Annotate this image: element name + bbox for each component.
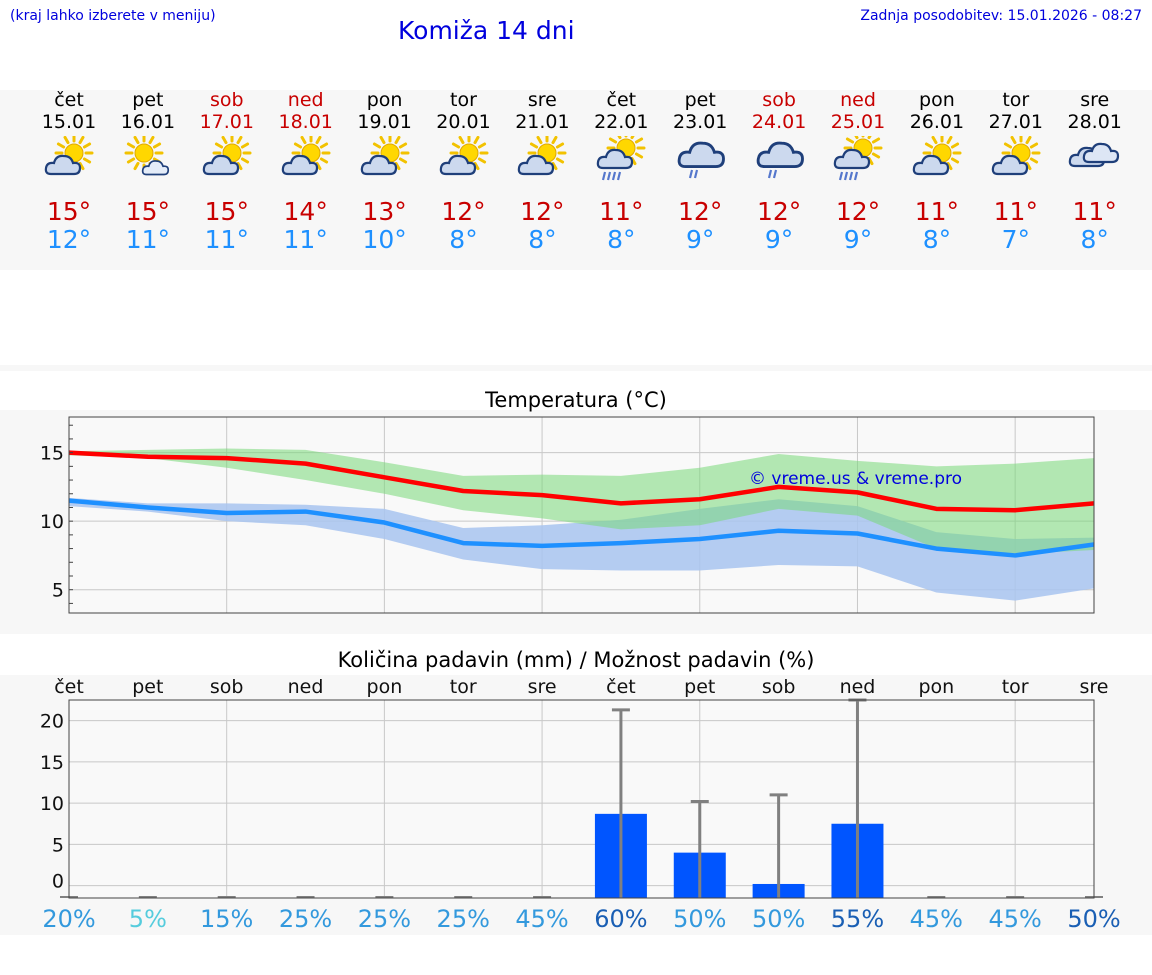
last-update: Zadnja posodobitev: 15.01.2026 - 08:27 — [860, 8, 1142, 24]
day-date: 20.01 — [436, 111, 491, 133]
day-column: ned 18.01 — [266, 89, 346, 133]
temp-max: 15° — [204, 197, 249, 226]
temp-min: 11° — [125, 225, 171, 254]
day-name: sob — [210, 89, 244, 111]
day-column: čet 15.01 — [29, 89, 109, 133]
day-date: 24.01 — [751, 111, 807, 133]
divider — [0, 365, 1152, 371]
partly-cloudy-icon — [514, 133, 570, 190]
day-column: sre 21.01 — [502, 89, 582, 133]
day-date: 18.01 — [278, 111, 333, 133]
day-name: sob — [762, 89, 796, 111]
day-date: 22.01 — [594, 111, 649, 133]
day-date: 27.01 — [988, 111, 1043, 133]
location-hint: (kraj lahko izberete v meniju) — [10, 8, 216, 24]
day-column: sre 28.01 — [1055, 89, 1135, 133]
temp-max: 11° — [914, 197, 960, 226]
forecast-band — [0, 90, 1152, 270]
temp-max: 12° — [756, 197, 802, 226]
day-column: čet 22.01 — [581, 89, 661, 133]
temp-min: 9° — [843, 225, 873, 254]
temp-max: 11° — [993, 197, 1038, 226]
partly-cloudy-icon — [199, 133, 255, 190]
day-name: sre — [1080, 89, 1110, 111]
sun-rain-icon — [830, 128, 886, 190]
temp-min: 11° — [204, 225, 249, 254]
day-date: 23.01 — [672, 111, 728, 133]
temp-min: 8° — [922, 225, 952, 254]
day-name: tor — [1002, 89, 1030, 111]
precip-chart-title: Količina padavin (mm) / Možnost padavin … — [337, 648, 815, 672]
temp-max: 11° — [599, 197, 644, 226]
temp-min: 8° — [528, 225, 557, 254]
partly-cloudy-icon — [909, 133, 965, 190]
day-name: čet — [54, 89, 84, 111]
day-name: tor — [450, 89, 477, 111]
temp-max: 15° — [125, 197, 171, 226]
day-column: tor 20.01 — [424, 89, 504, 133]
partly-cloudy-icon — [278, 133, 334, 190]
temp-max: 12° — [520, 197, 565, 226]
temp-min: 10° — [362, 225, 407, 254]
partly-cloudy-icon — [436, 133, 492, 190]
temp-min: 7° — [1001, 225, 1030, 254]
sun-small-cloud-icon — [120, 133, 176, 190]
day-date: 21.01 — [515, 111, 570, 133]
day-date: 19.01 — [357, 111, 412, 133]
day-column: sob 17.01 — [187, 89, 267, 133]
day-name: ned — [287, 89, 324, 111]
temp-max: 12° — [441, 197, 486, 226]
temp-max: 11° — [1072, 197, 1117, 226]
temp-min: 12° — [46, 225, 92, 254]
cloudy-icon — [1067, 136, 1123, 190]
temp-max: 12° — [678, 197, 723, 226]
day-column: ned 25.01 — [818, 89, 898, 133]
day-name: pet — [132, 89, 164, 111]
temp-min: 8° — [449, 225, 478, 254]
temp-min: 11° — [283, 225, 328, 254]
day-column: pet 16.01 — [108, 89, 188, 133]
day-name: pon — [919, 89, 955, 111]
day-date: 15.01 — [41, 111, 97, 133]
temp-max: 14° — [283, 197, 328, 226]
temp-min: 9° — [685, 225, 715, 254]
day-name: čet — [606, 89, 637, 111]
day-date: 16.01 — [120, 111, 176, 133]
cloud-rain-icon — [751, 136, 807, 190]
sun-rain-icon — [593, 128, 649, 190]
temp-min: 9° — [764, 225, 794, 254]
day-column: pet 23.01 — [660, 89, 740, 133]
day-column: tor 27.01 — [976, 89, 1056, 133]
day-name: ned — [840, 89, 876, 111]
day-name: sre — [527, 89, 557, 111]
temp-min: 8° — [1080, 225, 1109, 254]
day-column: pon 19.01 — [345, 89, 425, 133]
partly-cloudy-icon — [41, 133, 97, 190]
precip-band — [0, 675, 1152, 935]
day-date: 26.01 — [909, 111, 965, 133]
temp-chart-title: Temperatura (°C) — [485, 388, 667, 412]
temp-band — [0, 410, 1152, 634]
day-name: pon — [366, 89, 403, 111]
day-date: 17.01 — [199, 111, 254, 133]
page-title: Komiža 14 dni — [398, 16, 575, 45]
cloud-rain-icon — [672, 136, 728, 190]
day-column: pon 26.01 — [897, 89, 977, 133]
temp-max: 12° — [835, 197, 881, 226]
temp-min: 8° — [607, 225, 636, 254]
temp-max: 15° — [46, 197, 92, 226]
day-name: pet — [684, 89, 716, 111]
temp-max: 13° — [362, 197, 407, 226]
day-date: 28.01 — [1067, 111, 1122, 133]
partly-cloudy-icon — [988, 133, 1044, 190]
day-date: 25.01 — [830, 111, 886, 133]
partly-cloudy-icon — [357, 133, 413, 190]
day-column: sob 24.01 — [739, 89, 819, 133]
